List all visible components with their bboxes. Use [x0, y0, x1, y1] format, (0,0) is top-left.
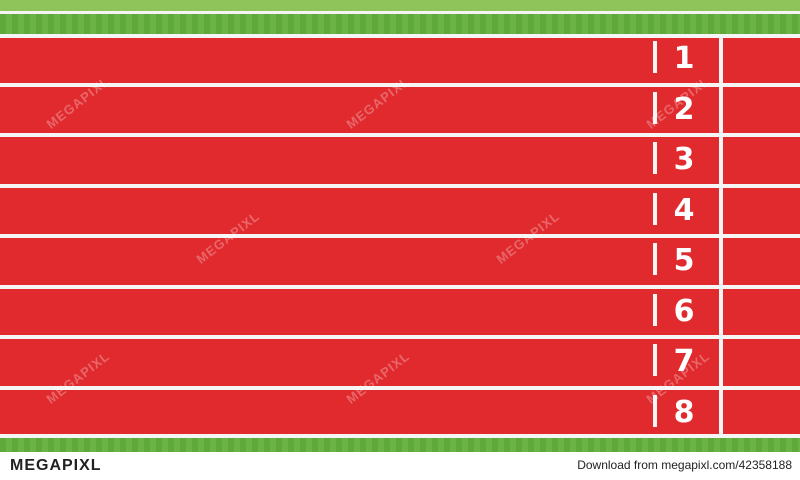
lane-tick-mark	[653, 243, 657, 275]
grass-top-light	[0, 0, 800, 12]
download-credit: Download from megapixl.com/42358188	[577, 458, 792, 472]
footer-bar: MEGAPIXL Download from megapixl.com/4235…	[0, 452, 800, 480]
lane-line	[0, 234, 800, 238]
lane-tick-mark	[653, 92, 657, 124]
track-top-edge-line	[0, 11, 800, 14]
lane-number: 7	[673, 344, 695, 379]
lane-line	[0, 386, 800, 390]
lane-tick-mark	[653, 41, 657, 73]
lane-number: 3	[673, 142, 695, 177]
lane-tick-mark	[653, 395, 657, 427]
lane-number: 2	[673, 92, 695, 127]
lane-number: 5	[673, 243, 695, 278]
lane-line	[0, 83, 800, 87]
lane-tick-mark	[653, 294, 657, 326]
grass-bottom	[0, 438, 800, 452]
lane-number: 8	[673, 395, 695, 430]
brand-logo: MEGAPIXL	[10, 457, 102, 474]
lane-number: 1	[673, 41, 695, 76]
lane-number: 4	[673, 193, 695, 228]
lane-tick-mark	[653, 142, 657, 174]
lane-line	[0, 335, 800, 339]
lane-line	[0, 285, 800, 289]
lane-line	[0, 434, 800, 438]
lane-number: 6	[673, 294, 695, 329]
lane-line	[0, 184, 800, 188]
lane-line	[0, 133, 800, 137]
lane-tick-mark	[653, 344, 657, 376]
grass-top	[0, 14, 800, 34]
lane-tick-mark	[653, 193, 657, 225]
start-line	[719, 34, 723, 438]
lane-line	[0, 34, 800, 38]
